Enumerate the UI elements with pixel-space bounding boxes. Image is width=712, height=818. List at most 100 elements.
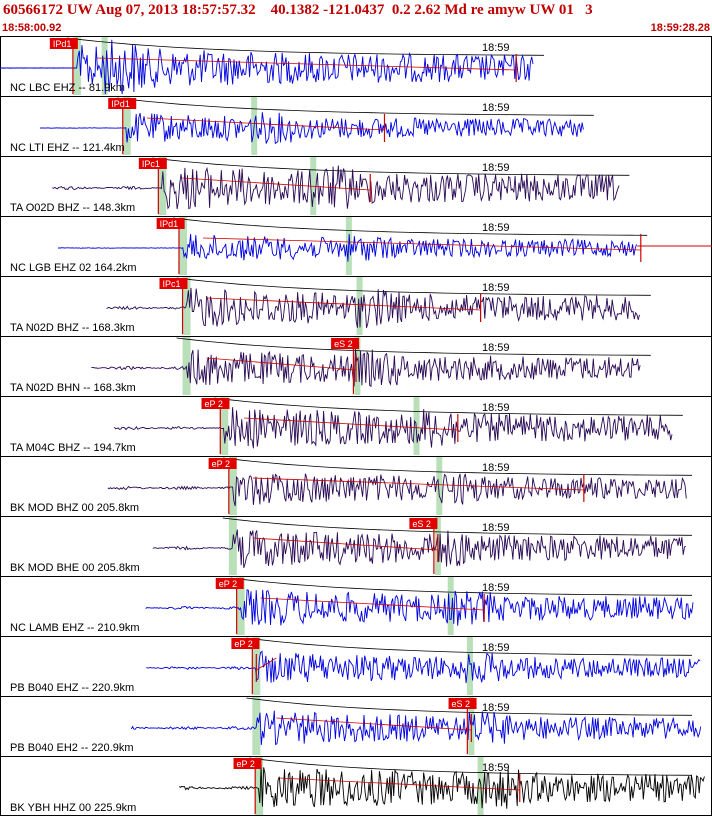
coda-line: [244, 417, 458, 431]
travel-time-curve: [66, 37, 545, 56]
pick-flag: [331, 338, 360, 349]
s-window-band: [356, 277, 363, 335]
waveform: [52, 165, 620, 210]
pick-flag: [448, 698, 477, 709]
pick-flag: [159, 278, 188, 289]
time-label: 18:59: [482, 222, 510, 234]
pick-label: IPc1: [162, 279, 180, 289]
coda-line: [260, 597, 485, 611]
pick-flag: [208, 458, 237, 469]
station-label: BK MOD BHE 00 205.8km: [10, 562, 140, 574]
coda-line: [252, 477, 584, 491]
pick-label: eP 2: [234, 639, 252, 649]
time-label: 18:59: [482, 162, 510, 174]
pick-flag: [201, 398, 230, 409]
waveform: [130, 710, 702, 746]
p-window-band: [228, 457, 237, 515]
pick-flag: [231, 638, 260, 649]
pick-label: eS 2: [452, 699, 471, 709]
time-label: 18:59: [482, 342, 510, 354]
pick-flag: [108, 98, 137, 109]
travel-time-curve: [230, 577, 693, 596]
travel-time-curve: [249, 757, 693, 776]
coda-line: [96, 57, 517, 71]
station-label: TA O02D BHZ -- 148.3km: [10, 202, 135, 214]
station-label: NC LAMB EHZ -- 210.9km: [10, 622, 140, 634]
coda-line: [256, 657, 277, 671]
event-info-line: 60566172 UW Aug 07, 2013 18:57:57.32 40.…: [3, 2, 593, 18]
waveform: [39, 112, 584, 145]
station-label: TA N02D BHZ -- 168.3km: [10, 322, 135, 334]
coda-line: [276, 717, 472, 731]
s-window-band: [466, 637, 473, 695]
coda-line: [146, 117, 385, 131]
pick-label: eS 2: [412, 519, 431, 529]
coda-line: [182, 177, 371, 191]
time-label: 18:59: [482, 522, 510, 534]
pick-flag: [138, 158, 167, 169]
station-label: BK MOD BHZ 00 205.8km: [10, 502, 139, 514]
window-start-time: 18:58:00.92: [2, 22, 62, 34]
waveform: [113, 407, 673, 449]
coda-line: [206, 357, 357, 371]
waveform: [152, 529, 687, 569]
coda-line: [206, 297, 481, 311]
p-window-band: [178, 217, 187, 275]
pick-label: eP 2: [212, 459, 230, 469]
event-header: 60566172 UW Aug 07, 2013 18:57:57.32 40.…: [0, 0, 712, 36]
waveform: [0, 39, 534, 95]
travel-time-curve: [116, 97, 594, 116]
station-label: NC LGB EHZ 02 164.2km: [10, 262, 137, 274]
pick-flag: [156, 218, 185, 229]
pick-flag: [49, 38, 78, 49]
travel-time-curve: [222, 457, 693, 476]
coda-line: [252, 537, 438, 551]
pick-flag: [409, 518, 438, 529]
station-label: TA N02D BHN -- 168.3km: [10, 382, 136, 394]
station-label: PB B040 EHZ -- 220.9km: [10, 682, 134, 694]
waveform: [145, 589, 694, 626]
pick-label: IPd1: [160, 219, 179, 229]
s-window-band: [354, 337, 361, 395]
pick-label: eP 2: [204, 399, 222, 409]
travel-time-curve: [176, 337, 651, 356]
station-label: PB B040 EH2 -- 220.9km: [10, 742, 134, 754]
time-label: 18:59: [482, 582, 510, 594]
pick-flag: [233, 758, 262, 769]
waveform: [146, 650, 701, 684]
travel-time-curve: [152, 157, 630, 176]
pick-label: eP 2: [237, 759, 255, 769]
travel-time-curve: [222, 517, 693, 536]
time-label: 18:59: [482, 642, 510, 654]
time-label: 18:59: [482, 102, 510, 114]
s-window-band: [101, 37, 108, 95]
window-end-time: 18:59:28.28: [650, 22, 710, 34]
travel-time-curve: [214, 397, 683, 416]
travel-time-curve: [176, 277, 651, 296]
p-window-band: [158, 157, 167, 215]
pick-label: IPc1: [142, 159, 160, 169]
time-label: 18:59: [482, 702, 510, 714]
trace-panel: IPd1 18:59 NC LBC EHZ -- 81.9km IPd1 18:59 NC…: [0, 36, 712, 816]
time-label: 18:59: [482, 762, 510, 774]
travel-time-curve: [172, 217, 648, 236]
s-window-band: [447, 577, 454, 635]
pick-flag: [215, 578, 244, 589]
coda-line: [279, 777, 520, 791]
pick-label: IPd1: [53, 39, 72, 49]
p-window-band: [228, 517, 237, 575]
coda-line: [202, 237, 641, 251]
time-label: 18:59: [482, 402, 510, 414]
pick-label: eS 2: [334, 339, 353, 349]
p-window-band: [122, 97, 131, 155]
station-label: NC LBC EHZ -- 81.9km: [10, 82, 125, 94]
p-window-band: [220, 397, 229, 455]
station-label: TA M04C BHZ -- 194.7km: [10, 442, 136, 454]
time-label: 18:59: [482, 42, 510, 54]
station-label: BK YBH HHZ 00 225.9km: [10, 802, 136, 814]
waveform: [106, 287, 640, 329]
p-window-band: [255, 757, 264, 815]
p-window-band: [236, 577, 245, 635]
travel-time-curve: [246, 637, 693, 656]
pick-label: IPd1: [111, 99, 130, 109]
